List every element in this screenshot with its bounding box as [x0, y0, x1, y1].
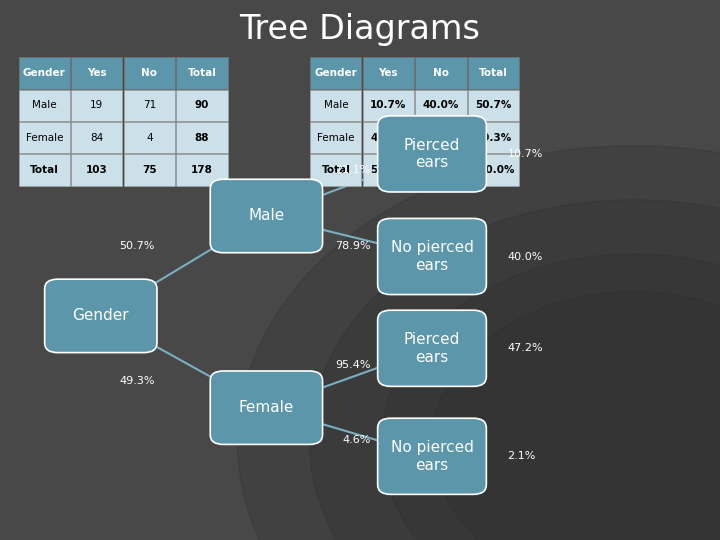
Text: 78.9%: 78.9% [336, 241, 371, 251]
FancyBboxPatch shape [124, 90, 175, 121]
Circle shape [310, 200, 720, 540]
Text: 103: 103 [86, 165, 108, 175]
Text: 49.3%: 49.3% [475, 133, 512, 143]
Text: Total: Total [187, 68, 217, 78]
Text: Gender: Gender [315, 68, 357, 78]
Text: No pierced
ears: No pierced ears [390, 440, 474, 472]
Text: 10.7%: 10.7% [508, 149, 543, 159]
FancyBboxPatch shape [468, 154, 519, 186]
FancyBboxPatch shape [124, 122, 175, 153]
FancyBboxPatch shape [71, 57, 122, 89]
FancyBboxPatch shape [363, 154, 414, 186]
FancyBboxPatch shape [176, 122, 228, 153]
Text: Gender: Gender [73, 308, 129, 323]
FancyBboxPatch shape [363, 57, 414, 89]
Text: 71: 71 [143, 100, 156, 110]
FancyBboxPatch shape [210, 371, 323, 444]
Text: Female: Female [239, 400, 294, 415]
Text: Total: Total [321, 165, 351, 175]
FancyBboxPatch shape [468, 90, 519, 121]
Text: 10.7%: 10.7% [370, 100, 407, 110]
Text: 2.1%: 2.1% [426, 133, 456, 143]
FancyBboxPatch shape [19, 57, 70, 89]
FancyBboxPatch shape [176, 154, 228, 186]
Text: Male: Male [323, 100, 348, 110]
FancyBboxPatch shape [415, 122, 467, 153]
FancyBboxPatch shape [415, 154, 467, 186]
Text: 40.0%: 40.0% [423, 100, 459, 110]
Text: Yes: Yes [379, 68, 398, 78]
Text: 47.2%: 47.2% [508, 343, 543, 353]
Text: 95.4%: 95.4% [336, 360, 371, 369]
Circle shape [382, 254, 720, 540]
FancyBboxPatch shape [377, 310, 487, 387]
FancyBboxPatch shape [415, 57, 467, 89]
FancyBboxPatch shape [45, 279, 157, 353]
Text: 4.6%: 4.6% [343, 435, 371, 445]
FancyBboxPatch shape [124, 154, 175, 186]
Text: Male: Male [248, 208, 284, 224]
Text: Total: Total [479, 68, 508, 78]
FancyBboxPatch shape [310, 57, 361, 89]
FancyBboxPatch shape [19, 154, 70, 186]
FancyBboxPatch shape [377, 218, 487, 295]
Text: 47.2%: 47.2% [370, 133, 407, 143]
Text: Pierced
ears: Pierced ears [404, 138, 460, 170]
Text: 88: 88 [194, 133, 210, 143]
Text: 4: 4 [146, 133, 153, 143]
FancyBboxPatch shape [377, 116, 487, 192]
FancyBboxPatch shape [71, 122, 122, 153]
Text: 100.0%: 100.0% [472, 165, 516, 175]
FancyBboxPatch shape [363, 90, 414, 121]
Text: 2.1%: 2.1% [508, 451, 536, 461]
FancyBboxPatch shape [19, 90, 70, 121]
Circle shape [238, 146, 720, 540]
FancyBboxPatch shape [310, 90, 361, 121]
FancyBboxPatch shape [468, 57, 519, 89]
FancyBboxPatch shape [71, 154, 122, 186]
Text: 19: 19 [90, 100, 104, 110]
FancyBboxPatch shape [176, 90, 228, 121]
FancyBboxPatch shape [415, 90, 467, 121]
Text: 178: 178 [191, 165, 213, 175]
Text: 50.7%: 50.7% [475, 100, 512, 110]
FancyBboxPatch shape [363, 122, 414, 153]
Text: 75: 75 [142, 165, 157, 175]
Text: Tree Diagrams: Tree Diagrams [240, 13, 480, 46]
Text: Gender: Gender [23, 68, 66, 78]
Text: 57.9%: 57.9% [370, 165, 407, 175]
Text: Male: Male [32, 100, 57, 110]
FancyBboxPatch shape [310, 122, 361, 153]
FancyBboxPatch shape [176, 57, 228, 89]
Text: Female: Female [25, 133, 63, 143]
Text: 90: 90 [195, 100, 209, 110]
Text: 49.3%: 49.3% [120, 376, 155, 386]
Text: 50.7%: 50.7% [120, 241, 155, 251]
Text: No: No [141, 68, 158, 78]
Text: No: No [433, 68, 449, 78]
FancyBboxPatch shape [310, 154, 361, 186]
Text: No pierced
ears: No pierced ears [390, 240, 474, 273]
FancyBboxPatch shape [210, 179, 323, 253]
Text: Female: Female [317, 133, 355, 143]
Text: 84: 84 [90, 133, 104, 143]
FancyBboxPatch shape [377, 418, 487, 495]
Text: 21.1%: 21.1% [336, 165, 371, 175]
Text: Yes: Yes [87, 68, 107, 78]
Text: Total: Total [30, 165, 59, 175]
FancyBboxPatch shape [124, 57, 175, 89]
FancyBboxPatch shape [71, 90, 122, 121]
Text: Pierced
ears: Pierced ears [404, 332, 460, 365]
Circle shape [432, 292, 720, 540]
FancyBboxPatch shape [468, 122, 519, 153]
Text: 40.0%: 40.0% [508, 252, 543, 261]
Text: 42.1%: 42.1% [423, 165, 459, 175]
FancyBboxPatch shape [19, 122, 70, 153]
